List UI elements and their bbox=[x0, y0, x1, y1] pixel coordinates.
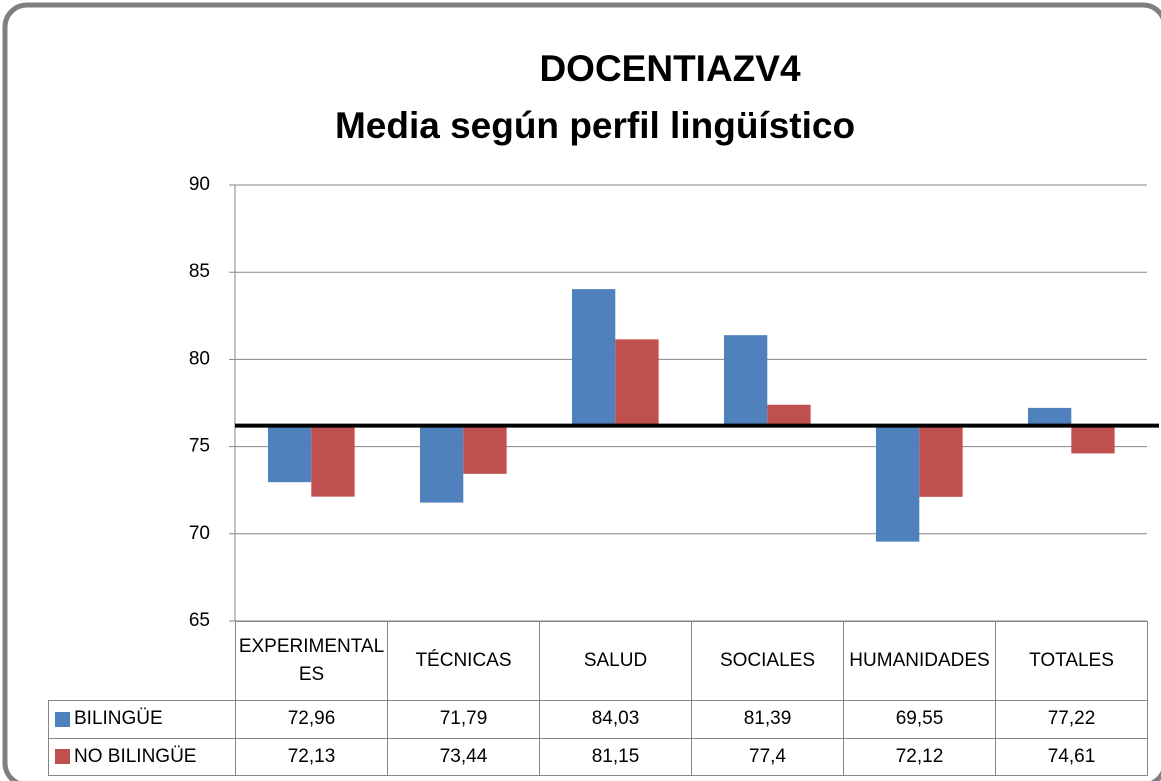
value-label: 74,61 bbox=[995, 737, 1148, 776]
category-label: EXPERIMENTALES bbox=[235, 621, 388, 701]
value-label: 81,39 bbox=[691, 700, 844, 739]
bar bbox=[463, 425, 507, 474]
legend-swatch bbox=[55, 711, 70, 727]
value-label: 81,15 bbox=[539, 737, 692, 776]
value-label: 72,12 bbox=[843, 737, 996, 776]
bar bbox=[919, 425, 963, 497]
bar bbox=[1027, 407, 1072, 426]
value-label: 73,44 bbox=[387, 737, 540, 776]
bar bbox=[723, 335, 768, 426]
y-tick-label: 70 bbox=[189, 523, 210, 544]
category-label: TÉCNICAS bbox=[387, 621, 540, 701]
bar bbox=[767, 404, 811, 426]
y-tick-label: 85 bbox=[189, 261, 210, 282]
chart-title: DOCENTIAZV4 bbox=[539, 48, 801, 89]
category-label: SALUD bbox=[539, 621, 692, 701]
chart-title: Media según perfil lingüístico bbox=[335, 105, 855, 146]
y-tick-label: 80 bbox=[189, 348, 210, 369]
category-label: HUMANIDADES bbox=[843, 621, 996, 701]
category-label: SOCIALES bbox=[691, 621, 844, 701]
bar bbox=[875, 425, 920, 542]
bar bbox=[311, 425, 355, 497]
y-tick-label: 65 bbox=[189, 610, 210, 631]
bar bbox=[571, 289, 616, 426]
legend-swatch bbox=[55, 749, 70, 765]
category-label: TOTALES bbox=[995, 621, 1148, 701]
value-label: 77,4 bbox=[691, 737, 844, 776]
legend-label: BILINGÜE bbox=[74, 708, 163, 730]
bar bbox=[419, 425, 464, 503]
value-label: 71,79 bbox=[387, 700, 540, 739]
value-label: 77,22 bbox=[995, 700, 1148, 739]
value-label: 72,13 bbox=[235, 737, 388, 776]
value-label: 84,03 bbox=[539, 700, 692, 739]
bar bbox=[267, 425, 312, 483]
value-label: 69,55 bbox=[843, 700, 996, 739]
y-tick-label: 90 bbox=[189, 174, 210, 195]
legend-entry: BILINGÜE bbox=[48, 700, 236, 739]
y-tick-label: 75 bbox=[189, 436, 210, 457]
bar bbox=[1071, 425, 1115, 454]
legend-label: NO BILINGÜE bbox=[74, 745, 197, 767]
value-label: 72,96 bbox=[235, 700, 388, 739]
bar bbox=[615, 339, 659, 426]
legend-entry: NO BILINGÜE bbox=[48, 737, 236, 776]
